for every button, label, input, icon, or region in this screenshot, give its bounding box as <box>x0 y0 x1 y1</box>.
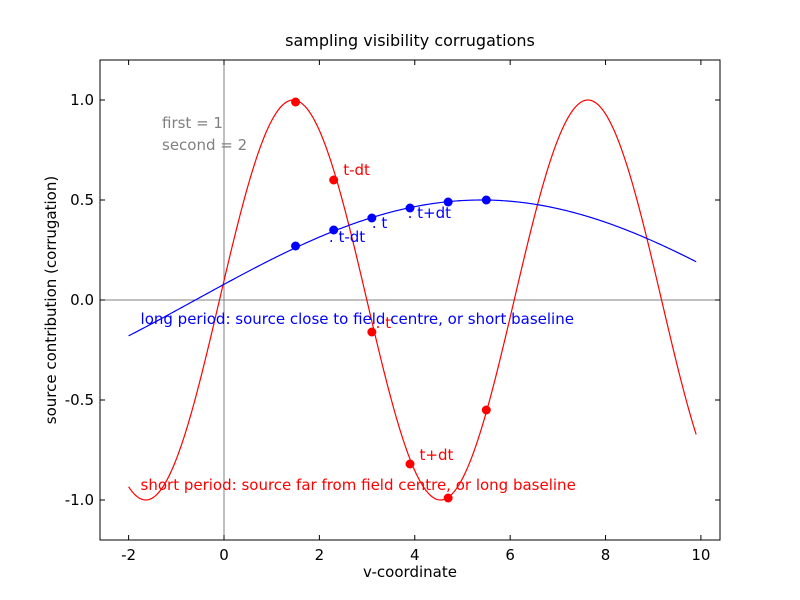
annotation: long period: source close to field centr… <box>141 310 574 328</box>
x-tick-label: 2 <box>315 546 325 564</box>
x-tick-label: 0 <box>219 546 229 564</box>
series-1-point <box>329 225 339 235</box>
chart-title: sampling visibility corrugations <box>285 31 535 50</box>
y-tick-label: 1.0 <box>70 91 94 109</box>
series-1-point <box>291 241 301 251</box>
series-1-point-label: . t+dt <box>408 204 452 222</box>
x-axis-label: v-coordinate <box>363 563 457 581</box>
series-0-point-label: . t <box>376 314 392 332</box>
series-1-point <box>405 203 415 213</box>
y-tick-label: 0.0 <box>70 291 94 309</box>
series-1-point <box>367 213 377 223</box>
series-0-point-label: t+dt <box>420 446 454 464</box>
x-tick-label: -2 <box>121 546 136 564</box>
series-0-point <box>481 405 491 415</box>
plot-area: t-dt . t t+dt . t-dt . t . t+dt first = 1 secon… <box>65 59 721 564</box>
y-tick-label: -1.0 <box>65 491 94 509</box>
series-0-point <box>291 97 301 107</box>
y-tick-label: 0.5 <box>70 191 94 209</box>
series-0-point <box>367 327 377 337</box>
series-1-point-label: . t-dt <box>329 228 365 246</box>
x-tick-label: 6 <box>505 546 515 564</box>
series-0-point <box>443 493 453 503</box>
series-1-point <box>443 197 453 207</box>
x-tick-label: 4 <box>410 546 420 564</box>
series-1-point-label: . t <box>372 214 388 232</box>
series-0-point <box>329 175 339 185</box>
series-0-point <box>405 459 415 469</box>
annotation: second = 2 <box>162 136 247 154</box>
y-axis-label: source contribution (corrugation) <box>42 176 60 424</box>
x-tick-label: 8 <box>601 546 611 564</box>
annotation: first = 1 <box>162 114 223 132</box>
y-tick-label: -0.5 <box>65 391 94 409</box>
x-tick-label: 10 <box>691 546 710 564</box>
series-1-point <box>481 195 491 205</box>
annotation: short period: source far from field cent… <box>141 476 576 494</box>
series-0-point-label: t-dt <box>343 161 370 179</box>
